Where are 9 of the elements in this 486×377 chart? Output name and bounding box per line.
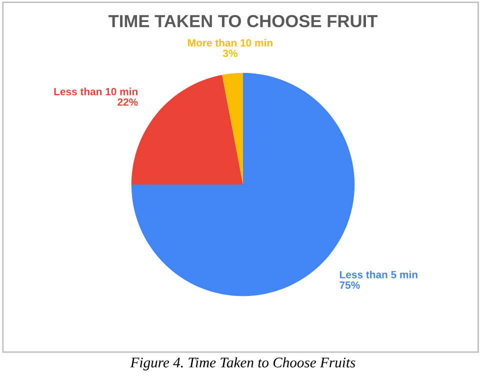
caption: Figure 4. Time Taken to Choose Fruits: [130, 357, 356, 370]
data-label: 75%: [340, 281, 360, 289]
pie-slice: [222, 72, 243, 185]
data-label: 3%: [222, 50, 238, 58]
slice-label: Less than 5 min: [340, 270, 418, 278]
data-label: 22%: [118, 98, 138, 106]
slice-label: Less than 10 min: [54, 88, 138, 96]
chart-title: TIME TAKEN TO CHOOSE FRUIT: [108, 14, 378, 28]
slice-label: More than 10 min: [188, 38, 272, 47]
